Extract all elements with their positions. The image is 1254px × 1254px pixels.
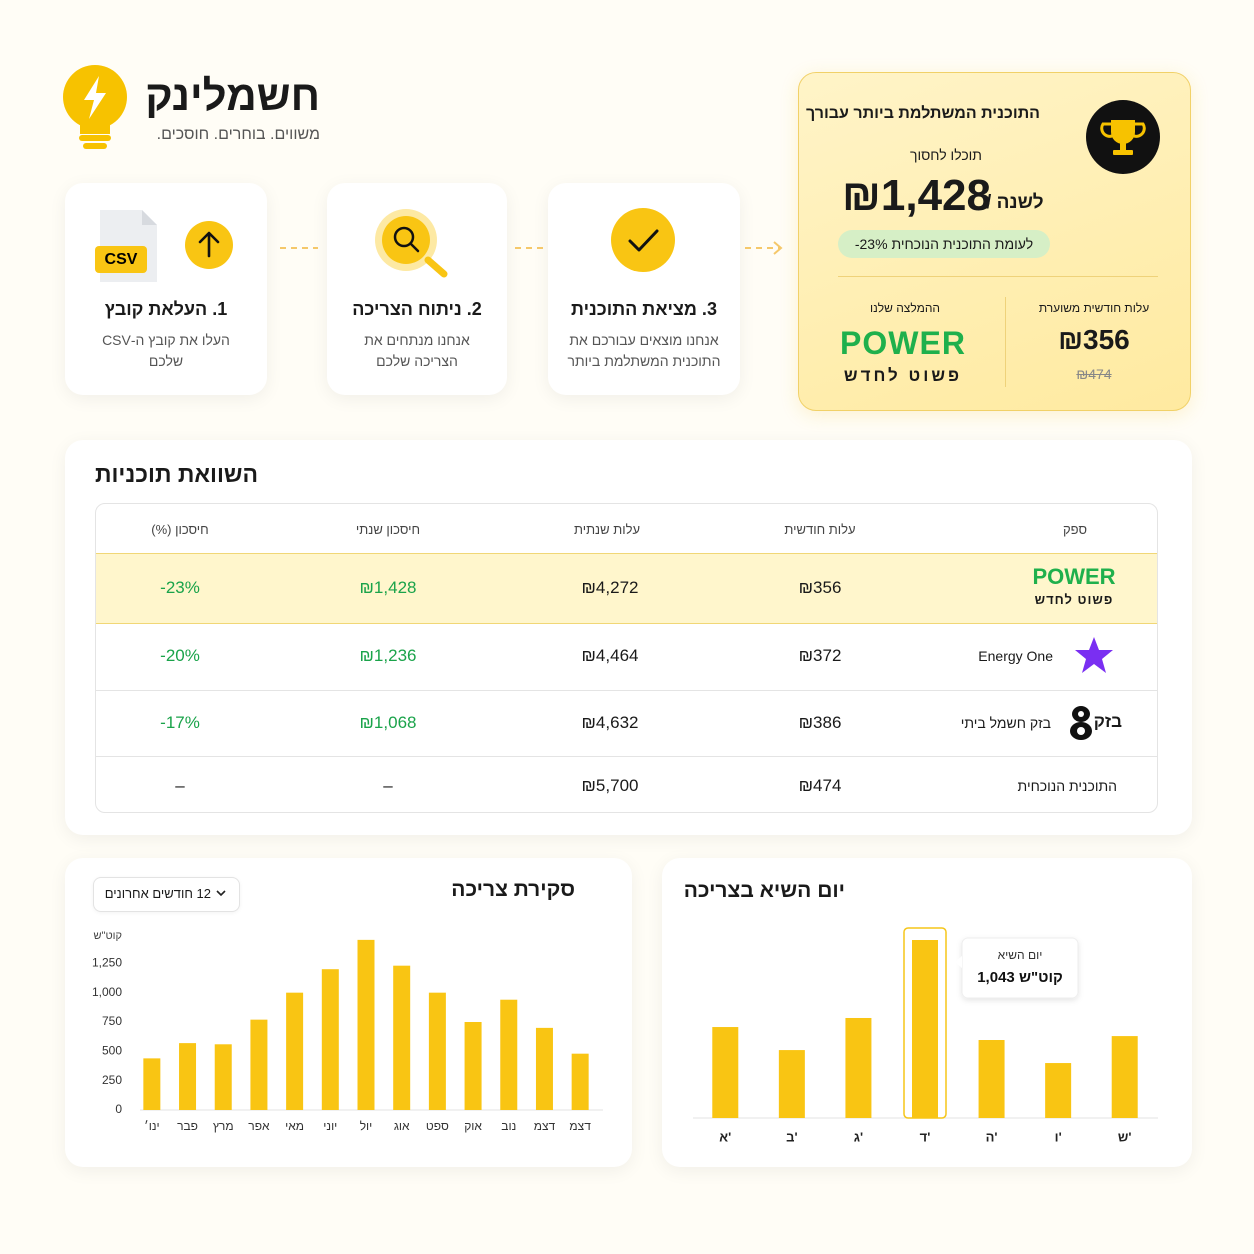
row-divider	[96, 756, 1157, 757]
column-header: חיסכון שנתי	[355, 522, 421, 537]
table-cell: ₪1,068	[359, 713, 417, 732]
tagline: משווים. בוחרים. חוסכים.	[156, 126, 320, 143]
divider	[1005, 297, 1006, 387]
table-cell: –	[383, 776, 393, 795]
table-cell: ₪386	[798, 713, 842, 732]
arrow-head	[773, 241, 783, 255]
row-divider	[96, 690, 1157, 691]
provider-tagline: פשוט לחדש	[1034, 592, 1114, 607]
table-cell: ₪356	[798, 578, 842, 597]
table-cell: ₪372	[798, 646, 842, 665]
table-cell: ₪5,700	[581, 776, 639, 795]
range-dropdown[interactable]	[93, 877, 240, 912]
table-cell: -23%	[160, 578, 200, 597]
table-cell: –	[175, 776, 185, 795]
provider-logo: POWER	[1032, 564, 1116, 589]
savings-badge: -23% לעומת התוכנית הנוכחית	[838, 230, 1050, 258]
old-monthly-cost: ₪474	[1076, 366, 1112, 382]
column-header: חיסכון (%)	[151, 522, 209, 537]
provider-name: Energy One	[978, 648, 1053, 664]
comparison-table	[95, 503, 1158, 813]
provider-logo: POWER	[840, 325, 966, 361]
savings-amount: ₪1,428	[842, 171, 991, 220]
brand: חשמלינק	[145, 72, 320, 119]
column-header: ספק	[1063, 522, 1087, 537]
savings-label: תוכלו לחסוך	[910, 147, 982, 163]
monthly-cost: ₪356	[1058, 324, 1130, 355]
step-title: 1. העלאת קובץ	[104, 299, 228, 319]
dropdown-label[interactable]: 12 חודשים אחרונים	[104, 886, 211, 901]
column-header: עלות חודשית	[784, 522, 856, 537]
comparison-card	[65, 440, 1192, 835]
table-cell: -20%	[160, 646, 200, 665]
step-title: 3. מציאת התוכנית	[571, 299, 717, 319]
table-cell: ₪474	[798, 776, 842, 795]
step-description: אנחנו מוצאים עבורכם את התוכנית המשתלמת ב…	[567, 332, 721, 369]
table-cell: ₪4,464	[581, 646, 639, 665]
peak-card	[662, 858, 1192, 1167]
table-cell: -17%	[160, 713, 200, 732]
brand-icon	[63, 65, 127, 149]
provider-name: בזק חשמל ביתי	[960, 715, 1051, 731]
provider-tagline: פשוט לחדש	[843, 366, 963, 385]
recommendation-label: ההמלצה שלנו	[869, 301, 941, 315]
table-cell: ₪4,632	[581, 713, 639, 732]
step-title: 2. ניתוח הצריכה	[352, 299, 482, 319]
highlight-row	[96, 553, 1157, 624]
chart-title: יום השיא בצריכה	[683, 879, 845, 902]
divider	[838, 276, 1158, 277]
table-cell: ₪1,236	[359, 646, 417, 665]
column-header: עלות שנתית	[573, 522, 641, 537]
table-cell: ₪1,428	[359, 578, 417, 597]
step-description: העלו את קובץ ה-CSV שלכם	[102, 332, 230, 369]
table-cell: ₪4,272	[581, 578, 639, 597]
step-description: אנחנו מנתחים את הצריכה שלכם	[364, 332, 470, 369]
best-plan-title: התוכנית המשתלמת ביותר עבורך	[806, 105, 1040, 122]
provider-logo: בזק	[1093, 712, 1122, 731]
provider-name: התוכנית הנוכחית	[1017, 778, 1117, 794]
comparison-title: השוואת תוכניות	[94, 461, 258, 487]
step-card	[65, 183, 267, 395]
monthly-label: עלות חודשית משוערת	[1038, 301, 1150, 315]
savings-period: / לשנה	[986, 192, 1044, 213]
chart-title: סקירת צריכה	[451, 878, 575, 901]
